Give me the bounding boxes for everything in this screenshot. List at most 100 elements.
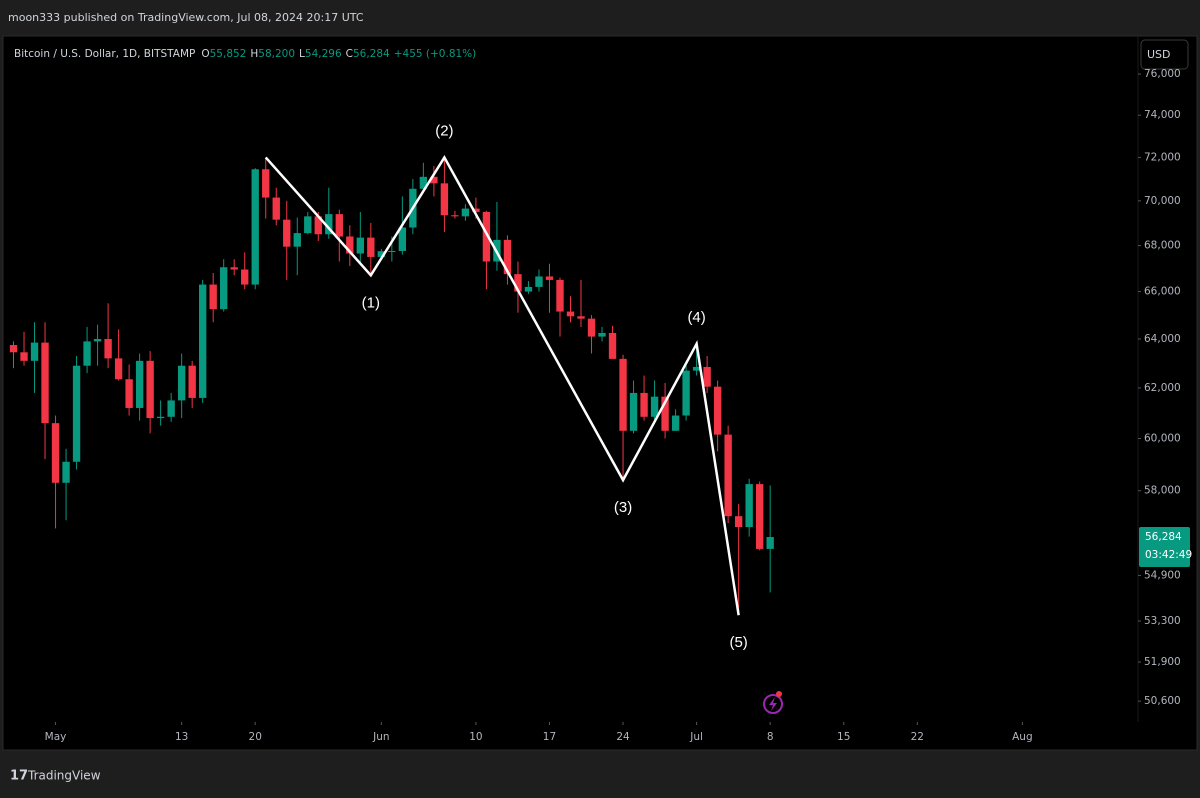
candle-body — [755, 484, 764, 549]
candle-body — [93, 338, 102, 342]
wave-label: (1) — [362, 294, 380, 311]
candle-body — [682, 370, 690, 416]
y-tick-label: 74,000 — [1144, 109, 1181, 121]
candle-body — [283, 219, 291, 247]
candle-body — [745, 484, 753, 528]
candle-body — [146, 360, 154, 419]
candle-body — [587, 318, 596, 337]
y-tick-label: 60,000 — [1144, 432, 1181, 444]
y-tick-label: 53,300 — [1144, 615, 1181, 627]
x-tick-label: Jun — [372, 731, 389, 743]
y-tick-label: 76,000 — [1144, 68, 1181, 80]
candle-body — [430, 176, 438, 184]
candle-body — [9, 345, 18, 353]
ohlc-value: 58,200 — [258, 48, 295, 60]
candle-body — [135, 360, 144, 408]
candle-body — [346, 236, 354, 254]
candle-body — [356, 237, 364, 254]
candle-body — [608, 332, 617, 359]
candle-body — [335, 214, 343, 237]
candle-body — [325, 214, 333, 235]
candle-body — [104, 338, 112, 359]
candle-body — [461, 208, 470, 217]
y-tick-label: 50,600 — [1144, 695, 1181, 707]
y-tick-label: 66,000 — [1144, 286, 1181, 298]
status-line: Bitcoin / U.S. Dollar, 1D, BITSTAMP O55,8… — [14, 48, 476, 60]
candle-body — [388, 250, 396, 252]
y-tick-label: 72,000 — [1144, 151, 1181, 163]
x-tick-label: 17 — [543, 731, 556, 743]
ohlc-key: H — [250, 48, 258, 60]
y-tick-label: 54,900 — [1144, 569, 1181, 581]
ohlc-key: L — [299, 48, 305, 60]
candle-body — [503, 239, 512, 275]
brand-logo: 17 — [10, 769, 28, 784]
candle-body — [482, 211, 491, 262]
ohlc-value: 54,296 — [305, 48, 342, 60]
currency-button[interactable] — [1140, 39, 1189, 70]
wave-line — [264, 154, 740, 616]
symbol: Bitcoin / U.S. Dollar, 1D, BITSTAMP — [14, 48, 195, 60]
candle-body — [230, 267, 238, 270]
candle-body — [241, 269, 249, 285]
candle-body — [272, 197, 280, 220]
candle-body — [545, 276, 554, 280]
candle-body — [556, 279, 564, 312]
x-tick-label: 10 — [469, 731, 482, 743]
candle-body — [524, 286, 533, 292]
x-tick-label: May — [45, 731, 67, 743]
candle-body — [451, 215, 459, 217]
candle-body — [629, 392, 638, 431]
y-tick-label: 51,900 — [1144, 656, 1181, 668]
wave-label: (4) — [687, 309, 705, 326]
ohlc-key: C — [346, 48, 353, 60]
last-price: 56,284 — [1145, 531, 1182, 543]
brand: 17 TradingView — [10, 769, 101, 784]
wave-label: (5) — [729, 634, 747, 651]
candle-body — [766, 537, 774, 549]
candle-body — [577, 316, 585, 319]
alert-icon — [763, 691, 783, 714]
last-price-tag — [1139, 527, 1190, 568]
ohlc-value: 55,852 — [210, 48, 247, 60]
alert-dot — [776, 691, 782, 697]
candle-body — [619, 358, 627, 431]
candle-body — [209, 284, 217, 310]
candle-body — [41, 342, 49, 424]
candle-body — [367, 237, 375, 257]
x-tick-label: 24 — [616, 731, 630, 743]
candle-body — [514, 274, 522, 292]
candle-body — [83, 341, 91, 366]
candle-body — [72, 365, 81, 462]
candle-body — [251, 169, 259, 285]
candle-body — [440, 183, 449, 216]
wave-label: (3) — [614, 499, 632, 516]
candle-body — [220, 267, 228, 310]
candle-body — [377, 251, 386, 257]
alert-bolt — [769, 697, 777, 711]
x-tick-label: 8 — [767, 731, 774, 743]
candle-body — [661, 396, 669, 431]
candle-body — [314, 216, 322, 235]
countdown: 03:42:49 — [1145, 549, 1192, 561]
candle-body — [640, 392, 648, 417]
publish-info: moon333 published on TradingView.com, Ju… — [8, 11, 364, 24]
candle-body — [713, 386, 722, 435]
candle-body — [114, 358, 123, 380]
x-tick-label: 22 — [911, 731, 924, 743]
candle-body — [398, 227, 407, 251]
candle-body — [177, 365, 186, 401]
candle-body — [262, 169, 270, 198]
x-tick-label: 15 — [837, 731, 850, 743]
currency[interactable]: USD — [1147, 48, 1171, 61]
wave-label: (2) — [435, 122, 453, 139]
candle-body — [472, 208, 480, 212]
x-tick-label: Jul — [689, 731, 703, 743]
x-tick-label: 13 — [175, 731, 188, 743]
candle-body — [566, 311, 575, 317]
y-tick-label: 70,000 — [1144, 195, 1181, 207]
candle-body — [535, 276, 543, 287]
y-tick-label: 58,000 — [1144, 485, 1181, 497]
ohlc-key: O — [201, 48, 209, 60]
